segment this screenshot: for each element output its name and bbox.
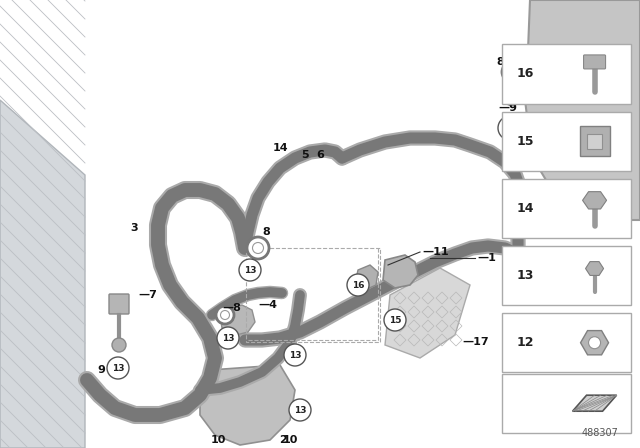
Circle shape (589, 337, 600, 349)
Circle shape (505, 91, 519, 105)
Circle shape (347, 274, 369, 296)
Circle shape (502, 62, 522, 82)
Text: —9: —9 (498, 103, 517, 113)
Polygon shape (200, 365, 295, 445)
Text: —1: —1 (477, 253, 496, 263)
Circle shape (509, 95, 515, 102)
Circle shape (507, 67, 517, 77)
Text: 15: 15 (388, 315, 401, 324)
Text: 488307: 488307 (581, 428, 618, 438)
FancyBboxPatch shape (584, 55, 605, 69)
FancyBboxPatch shape (502, 179, 631, 238)
FancyBboxPatch shape (502, 374, 631, 433)
Polygon shape (586, 262, 604, 276)
Circle shape (289, 399, 311, 421)
Circle shape (221, 310, 230, 319)
Polygon shape (573, 395, 616, 411)
FancyBboxPatch shape (109, 294, 129, 314)
Text: 16: 16 (352, 280, 364, 289)
Text: 10: 10 (211, 435, 226, 445)
Text: 10: 10 (282, 435, 298, 445)
Polygon shape (582, 192, 607, 209)
FancyBboxPatch shape (502, 313, 631, 372)
Text: 5: 5 (301, 150, 309, 160)
Text: 13: 13 (294, 405, 307, 414)
Text: 13: 13 (112, 363, 124, 372)
Circle shape (253, 242, 264, 254)
Polygon shape (580, 331, 609, 355)
Text: 6: 6 (316, 150, 324, 160)
Polygon shape (0, 100, 85, 448)
Circle shape (247, 237, 269, 259)
Circle shape (112, 338, 126, 352)
Circle shape (216, 306, 234, 324)
Text: 13: 13 (516, 269, 534, 282)
Text: 15: 15 (516, 134, 534, 148)
FancyBboxPatch shape (502, 246, 631, 305)
FancyBboxPatch shape (580, 126, 609, 156)
Text: 2: 2 (279, 435, 287, 445)
Text: 12: 12 (503, 123, 516, 133)
Polygon shape (525, 0, 640, 220)
Circle shape (284, 344, 306, 366)
Text: —7: —7 (138, 290, 157, 300)
Text: 13: 13 (289, 350, 301, 359)
Text: 14: 14 (272, 143, 288, 153)
Text: 13: 13 (244, 266, 256, 275)
Text: —11: —11 (422, 247, 449, 257)
FancyBboxPatch shape (587, 134, 602, 149)
FancyBboxPatch shape (502, 112, 631, 171)
Text: —4: —4 (258, 300, 277, 310)
Circle shape (384, 309, 406, 331)
Text: 13: 13 (221, 333, 234, 343)
Circle shape (498, 116, 522, 140)
Text: 8: 8 (496, 57, 504, 67)
FancyBboxPatch shape (502, 44, 631, 103)
Text: 14: 14 (516, 202, 534, 215)
Circle shape (107, 357, 129, 379)
Text: 9: 9 (97, 365, 105, 375)
Text: 3: 3 (131, 223, 138, 233)
Polygon shape (220, 305, 255, 336)
Text: 8: 8 (262, 227, 269, 237)
Circle shape (239, 259, 261, 281)
Text: 12: 12 (516, 336, 534, 349)
Circle shape (217, 327, 239, 349)
Text: —17: —17 (462, 337, 488, 347)
Polygon shape (355, 265, 378, 290)
Text: —8: —8 (222, 303, 241, 313)
Text: 16: 16 (516, 67, 534, 81)
Polygon shape (385, 268, 470, 358)
Polygon shape (383, 255, 418, 288)
